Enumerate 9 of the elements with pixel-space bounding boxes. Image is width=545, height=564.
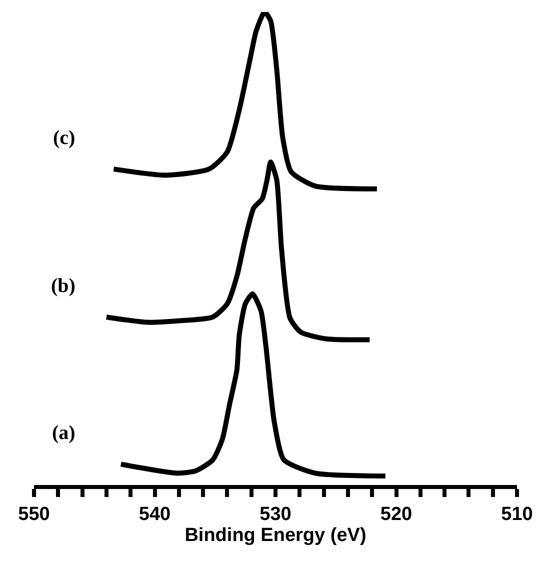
series-label: (b) xyxy=(51,275,76,297)
x-tick-label: 520 xyxy=(380,504,412,525)
x-tick-label: 530 xyxy=(260,504,292,525)
x-axis-title: Binding Energy (eV) xyxy=(184,524,366,546)
x-tick-label: 540 xyxy=(138,504,171,525)
text: (a) xyxy=(52,422,76,444)
x-tick-label: 550 xyxy=(18,504,50,525)
x-tick-label: 510 xyxy=(501,504,533,525)
text: (c) xyxy=(53,127,76,149)
